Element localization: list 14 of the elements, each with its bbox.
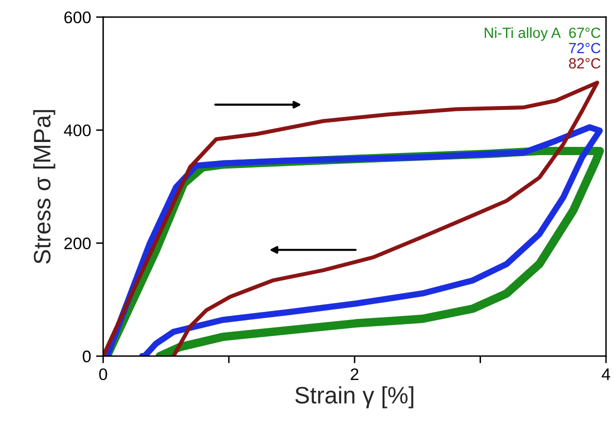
y-tick-label: 0: [82, 350, 91, 362]
series-label: 82°C: [569, 58, 600, 68]
x-tick-label: 2: [350, 368, 358, 380]
y-axis-title: Stress σ [MPa]: [33, 110, 56, 264]
x-tick-label: 0: [99, 368, 108, 380]
y-tick-label: 400: [64, 124, 91, 136]
legend-title: Ni-Ti alloy A: [484, 27, 561, 41]
y-tick-label: 200: [64, 238, 91, 250]
x-tick-label: 4: [602, 368, 610, 380]
text: 67°C: [569, 28, 600, 38]
x-axis-title: Strain γ [%]: [295, 386, 414, 408]
line-series: [103, 80, 600, 356]
y-tick-label: 600: [64, 11, 91, 24]
text: 72°C: [569, 42, 600, 54]
